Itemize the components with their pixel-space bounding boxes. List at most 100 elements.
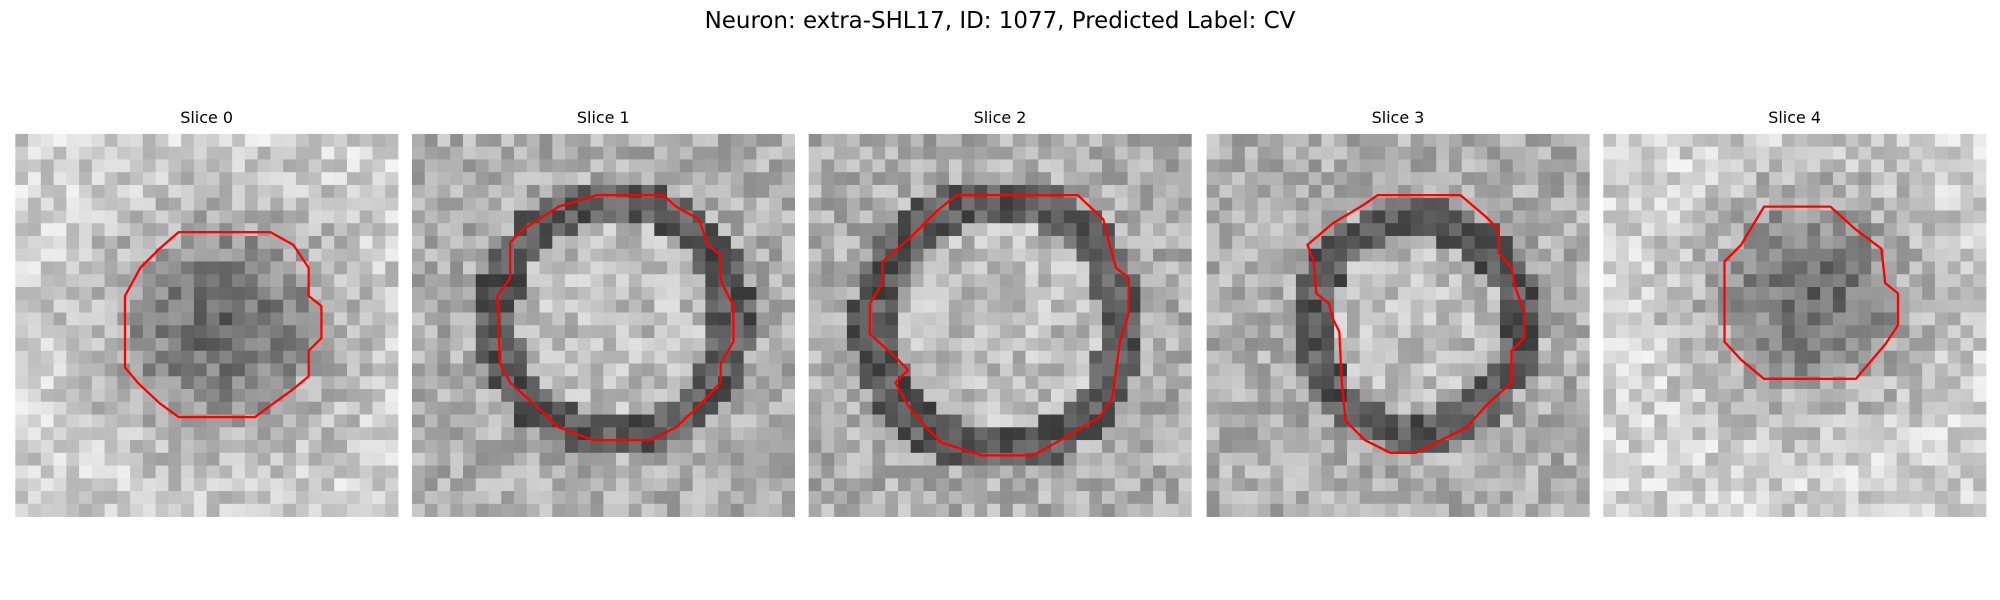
pixel [1359, 363, 1373, 377]
pixel [1140, 363, 1154, 377]
pixel [1909, 210, 1923, 224]
pixel [1178, 325, 1192, 339]
pixel [526, 159, 540, 173]
pixel [1616, 299, 1630, 313]
pixel [1076, 146, 1090, 160]
pixel [53, 338, 67, 352]
pixel [168, 133, 182, 148]
pixel [885, 465, 899, 479]
pixel [1385, 325, 1399, 339]
pixel [1219, 184, 1233, 199]
pixel [1232, 503, 1246, 517]
pixel [1679, 389, 1693, 403]
pixel [667, 491, 681, 505]
pixel [1563, 440, 1577, 454]
pixel [948, 465, 963, 479]
pixel [1076, 325, 1090, 339]
pixel [40, 389, 54, 403]
pixel [1654, 248, 1668, 262]
pixel [1883, 159, 1898, 173]
pixel [1922, 172, 1936, 186]
pixel [1461, 210, 1475, 224]
pixel [308, 172, 322, 186]
pixel [552, 452, 566, 466]
pixel [1896, 427, 1910, 441]
pixel [641, 440, 655, 454]
pixel [1679, 503, 1693, 517]
pixel [936, 325, 950, 339]
pixel [321, 376, 335, 390]
pixel [743, 465, 757, 479]
pixel [756, 312, 770, 326]
pixel [603, 401, 617, 415]
pixel [1667, 197, 1681, 211]
pixel [450, 452, 464, 466]
pixel [1730, 401, 1745, 415]
pixel [1474, 452, 1488, 466]
pixel [1165, 452, 1179, 466]
pixel [501, 223, 515, 237]
pixel [1178, 478, 1192, 492]
pixel [1667, 133, 1681, 148]
pixel [692, 235, 706, 250]
pixel [526, 491, 540, 505]
pixel [1692, 376, 1706, 390]
pixel [821, 363, 835, 377]
pixel [1934, 401, 1949, 415]
pixel [1474, 286, 1488, 301]
pixel [1385, 286, 1399, 301]
pixel [1474, 491, 1488, 505]
pixel [1102, 478, 1116, 492]
pixel [1140, 146, 1154, 160]
pixel [1385, 338, 1399, 352]
pixel [987, 503, 1001, 517]
pixel [539, 312, 553, 326]
pixel [1832, 363, 1847, 377]
pixel [603, 465, 617, 479]
pixel [1038, 172, 1052, 186]
pixel [334, 427, 348, 441]
pixel [1679, 210, 1693, 224]
pixel [1321, 172, 1335, 186]
pixel [1257, 427, 1271, 441]
pixel [155, 146, 169, 160]
pixel [283, 286, 297, 301]
pixel [1883, 197, 1898, 211]
pixel [1730, 299, 1745, 313]
pixel [1308, 312, 1322, 326]
pixel [15, 312, 29, 326]
pixel [1500, 350, 1514, 364]
pixel [552, 146, 566, 160]
pixel [1385, 133, 1399, 148]
pixel [206, 338, 220, 352]
pixel [974, 491, 988, 505]
pixel [667, 146, 681, 160]
pixel [590, 197, 604, 211]
pixel [359, 503, 373, 517]
pixel [334, 261, 348, 275]
pixel [28, 465, 42, 479]
pixel [1756, 159, 1770, 173]
pixel [1858, 376, 1872, 390]
pixel [91, 325, 105, 339]
pixel [346, 440, 361, 454]
pixel [1114, 159, 1128, 173]
pixel [450, 274, 464, 288]
pixel [1270, 133, 1284, 148]
pixel [372, 133, 386, 148]
pixel [1346, 312, 1361, 326]
pixel [1858, 440, 1872, 454]
pixel [1679, 172, 1693, 186]
pixel [1487, 312, 1501, 326]
pixel [1283, 146, 1297, 160]
pixel [1858, 389, 1872, 403]
pixel [1397, 427, 1412, 441]
pixel [232, 440, 246, 454]
pixel [769, 133, 783, 148]
pixel [79, 261, 93, 275]
pixel [1973, 133, 1987, 148]
pixel [66, 503, 80, 517]
pixel [910, 146, 924, 160]
pixel [769, 274, 783, 288]
pixel [1257, 376, 1271, 390]
